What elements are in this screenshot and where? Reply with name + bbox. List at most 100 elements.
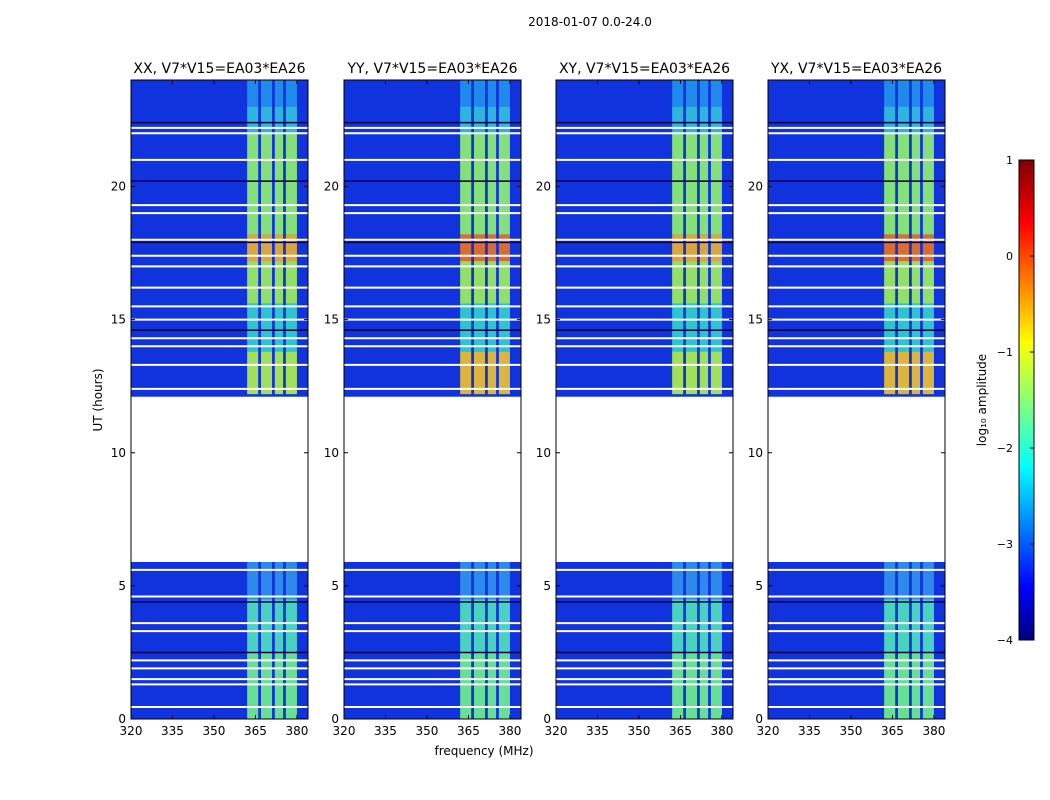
x-axis-label: frequency (MHz) xyxy=(434,744,533,758)
band-1-segment xyxy=(460,106,472,134)
band-1-segment xyxy=(884,106,896,134)
band-1-segment xyxy=(247,351,259,395)
band-3-segment xyxy=(274,261,284,304)
band-3-segment xyxy=(487,599,497,653)
band-3-segment xyxy=(699,303,709,352)
band-4-segment xyxy=(285,133,297,235)
panel-title: XY, V7*V15=EA03*EA26 xyxy=(559,61,730,77)
x-tick-label: 335 xyxy=(374,724,397,738)
y-tick-label: 0 xyxy=(331,712,339,726)
band-3-segment xyxy=(274,652,284,719)
band-3-segment xyxy=(699,133,709,235)
band-3-segment xyxy=(911,599,921,653)
panel-frame xyxy=(130,79,309,720)
band-1-segment xyxy=(460,351,472,395)
x-tick-label: 365 xyxy=(669,724,692,738)
y-tick-label: 10 xyxy=(111,446,126,460)
y-tick-label: 0 xyxy=(118,712,126,726)
band-3-segment xyxy=(487,303,497,352)
band-2-segment xyxy=(897,106,910,134)
panel-frame xyxy=(767,79,946,720)
band-2-segment xyxy=(260,80,273,107)
band-1-segment xyxy=(884,133,896,235)
panels-group: XX, V7*V15=EA03*EA26 320 335 350 365 380 0 5 10 1… xyxy=(111,61,946,738)
y-tick-label: 5 xyxy=(543,579,551,593)
band-2-segment xyxy=(473,652,486,719)
x-tick-label: 365 xyxy=(881,724,904,738)
band-3-segment xyxy=(699,599,709,653)
band-4-segment xyxy=(498,652,510,719)
y-tick-label: 20 xyxy=(111,180,126,194)
band-1-segment xyxy=(247,561,259,600)
panel-1: XX, V7*V15=EA03*EA26 320 335 350 365 380 0 5 10 1… xyxy=(111,61,309,738)
band-4-segment xyxy=(285,303,297,352)
x-tick-label: 320 xyxy=(545,724,568,738)
panel-frame xyxy=(555,79,734,720)
x-tick-label: 350 xyxy=(416,724,439,738)
x-tick-label: 380 xyxy=(285,724,308,738)
band-2-segment xyxy=(685,599,698,653)
y-tick-label: 15 xyxy=(111,313,126,327)
band-2-segment xyxy=(473,80,486,107)
band-3-segment xyxy=(274,234,284,262)
band-4-segment xyxy=(498,261,510,304)
band-2-segment xyxy=(685,261,698,304)
flagged-gap xyxy=(131,396,308,562)
band-2-segment xyxy=(260,261,273,304)
x-tick-label: 320 xyxy=(333,724,356,738)
x-tick-label: 335 xyxy=(798,724,821,738)
y-tick-label: 0 xyxy=(755,712,763,726)
band-4-segment xyxy=(710,133,722,235)
panel-title: YX, V7*V15=EA03*EA26 xyxy=(770,61,942,77)
band-4-segment xyxy=(710,303,722,352)
band-2-segment xyxy=(473,351,486,395)
band-2-segment xyxy=(685,80,698,107)
band-1-segment xyxy=(672,599,684,653)
band-3-segment xyxy=(487,106,497,134)
colorbar-tick-label: −4 xyxy=(997,634,1013,647)
band-2-segment xyxy=(473,561,486,600)
band-3-segment xyxy=(274,106,284,134)
band-1-segment xyxy=(884,261,896,304)
y-tick-label: 15 xyxy=(536,313,551,327)
band-4-segment xyxy=(710,80,722,107)
panel-title: YY, V7*V15=EA03*EA26 xyxy=(346,61,517,77)
colorbar-tick-label: −2 xyxy=(997,442,1013,455)
band-1-segment xyxy=(884,599,896,653)
band-3-segment xyxy=(274,561,284,600)
band-2-segment xyxy=(260,599,273,653)
band-3-segment xyxy=(487,133,497,235)
panel-title: XX, V7*V15=EA03*EA26 xyxy=(133,61,305,77)
band-4-segment xyxy=(922,80,934,107)
band-4-segment xyxy=(498,599,510,653)
band-2-segment xyxy=(897,133,910,235)
y-tick-label: 5 xyxy=(118,579,126,593)
band-2-segment xyxy=(685,303,698,352)
band-3-segment xyxy=(274,303,284,352)
x-tick-label: 335 xyxy=(586,724,609,738)
band-1-segment xyxy=(460,80,472,107)
band-4-segment xyxy=(498,303,510,352)
x-tick-label: 365 xyxy=(457,724,480,738)
band-1-segment xyxy=(672,234,684,262)
band-1-segment xyxy=(884,234,896,262)
band-3-segment xyxy=(911,234,921,262)
band-1-segment xyxy=(672,561,684,600)
band-1-segment xyxy=(460,599,472,653)
band-1-segment xyxy=(460,133,472,235)
band-3-segment xyxy=(911,261,921,304)
band-2-segment xyxy=(260,303,273,352)
band-3-segment xyxy=(487,652,497,719)
band-3-segment xyxy=(699,351,709,395)
band-3-segment xyxy=(911,652,921,719)
band-1-segment xyxy=(247,261,259,304)
band-4-segment xyxy=(498,133,510,235)
x-tick-label: 380 xyxy=(498,724,521,738)
band-4-segment xyxy=(498,351,510,395)
band-1-segment xyxy=(672,351,684,395)
band-1-segment xyxy=(672,652,684,719)
band-4-segment xyxy=(710,652,722,719)
band-3-segment xyxy=(699,106,709,134)
band-3-segment xyxy=(274,80,284,107)
